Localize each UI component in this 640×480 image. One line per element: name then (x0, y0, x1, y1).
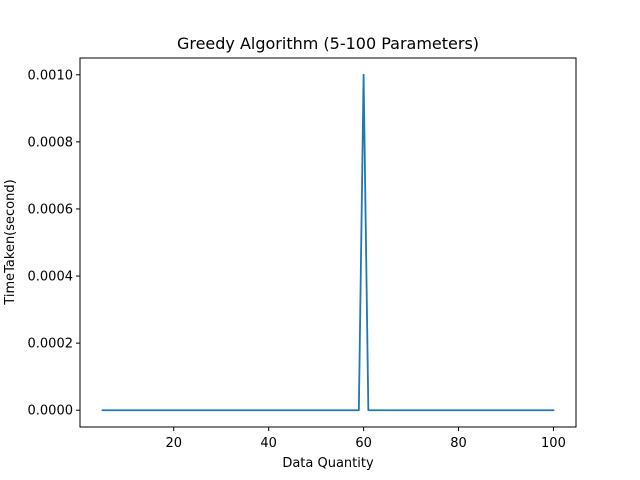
y-tick-label: 0.0006 (28, 202, 74, 217)
series-line-0 (101, 73, 555, 412)
x-tick-label: 60 (355, 436, 372, 451)
x-axis-label: Data Quantity (282, 456, 374, 471)
x-tick-label: 100 (541, 436, 566, 451)
chart-title: Greedy Algorithm (5-100 Parameters) (177, 34, 479, 53)
y-tick-label: 0.0000 (28, 404, 74, 419)
y-axis-ticks: 0.0000 0.0002 0.0004 0.0006 0.0008 0.0010 (28, 68, 80, 419)
y-tick-label: 0.0010 (28, 68, 74, 83)
x-tick-label: 20 (165, 436, 182, 451)
y-tick-label: 0.0008 (28, 135, 74, 150)
y-tick-label: 0.0002 (28, 337, 74, 352)
x-axis-ticks: 20 40 60 80 100 (165, 427, 566, 451)
x-tick-label: 40 (260, 436, 277, 451)
y-tick-label: 0.0004 (28, 270, 74, 285)
y-axis-label: TimeTaken(second) (3, 179, 18, 305)
plot-frame (79, 57, 577, 428)
x-tick-label: 80 (450, 436, 467, 451)
series-layer (101, 73, 555, 412)
